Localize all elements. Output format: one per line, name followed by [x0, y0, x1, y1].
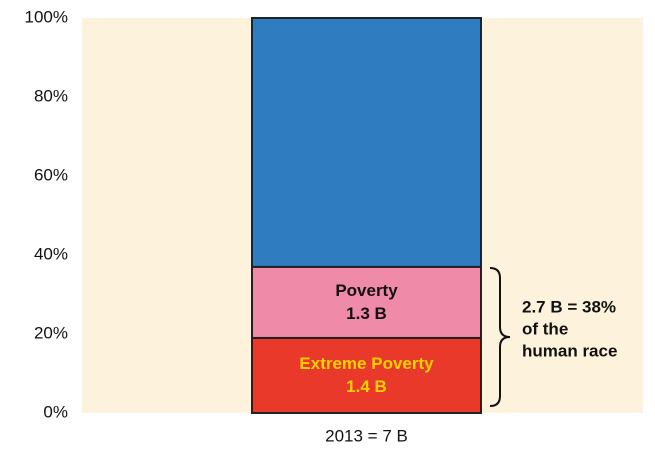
- y-tick-label: 100%: [25, 7, 68, 26]
- bar-segment: [251, 17, 482, 268]
- y-tick-label: 0%: [43, 402, 68, 421]
- x-tick-label: 2013 = 7 B: [325, 426, 408, 445]
- segment-amount: 1.3 B: [346, 304, 387, 323]
- bar-segment: [251, 336, 482, 415]
- y-tick-label: 80%: [34, 86, 68, 105]
- y-tick-label: 40%: [34, 244, 68, 263]
- y-tick-label: 60%: [34, 165, 68, 184]
- annotation: 2.7 B = 38%: [522, 297, 616, 316]
- bar-segment: [251, 265, 482, 339]
- segment-label: Poverty: [335, 281, 398, 300]
- annotation: of the: [522, 319, 568, 338]
- bracket: [489, 267, 511, 407]
- annotation: human race: [522, 341, 617, 360]
- segment-amount: 1.4 B: [346, 377, 387, 396]
- segment-label: Extreme Poverty: [299, 354, 434, 373]
- y-tick-label: 20%: [34, 323, 68, 342]
